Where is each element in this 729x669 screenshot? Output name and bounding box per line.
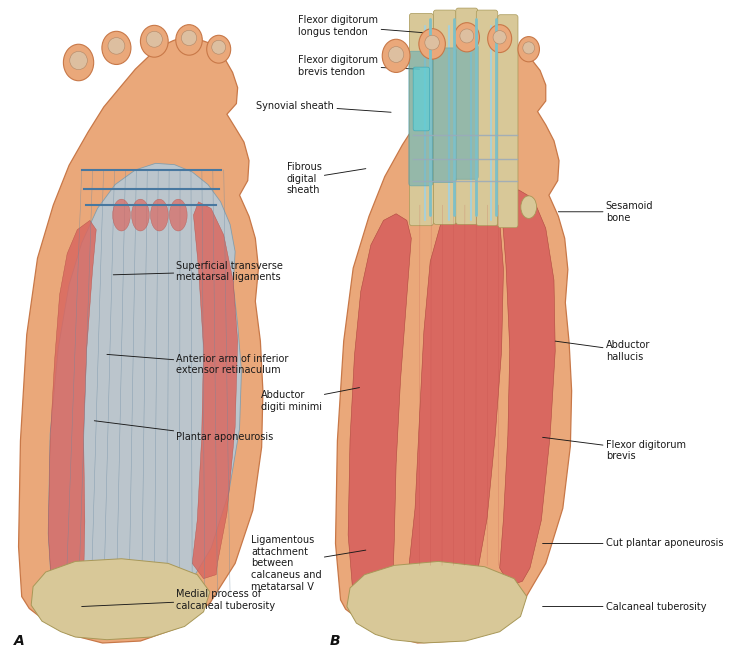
Polygon shape	[335, 46, 572, 643]
Text: Fibrous
digital
sheath: Fibrous digital sheath	[286, 162, 366, 195]
Text: Ligamentous
attachment
between
calcaneus and
metatarsal V: Ligamentous attachment between calcaneus…	[251, 535, 366, 591]
Polygon shape	[48, 220, 96, 603]
Polygon shape	[409, 199, 504, 592]
FancyBboxPatch shape	[432, 48, 456, 183]
Ellipse shape	[382, 39, 410, 72]
Ellipse shape	[493, 31, 506, 44]
Polygon shape	[48, 163, 241, 617]
Ellipse shape	[460, 29, 474, 43]
Text: Sesamoid
bone: Sesamoid bone	[558, 201, 653, 223]
Text: Anterior arm of inferior
extensor retinaculum: Anterior arm of inferior extensor retina…	[107, 353, 289, 375]
Ellipse shape	[521, 196, 537, 218]
Ellipse shape	[488, 25, 512, 53]
FancyBboxPatch shape	[433, 10, 456, 224]
Text: Flexor digitorum
brevis: Flexor digitorum brevis	[542, 438, 686, 462]
Ellipse shape	[518, 37, 539, 62]
Text: Cut plantar aponeurosis: Cut plantar aponeurosis	[542, 539, 723, 549]
Polygon shape	[348, 214, 411, 607]
Ellipse shape	[425, 35, 440, 50]
Ellipse shape	[150, 199, 168, 231]
FancyBboxPatch shape	[410, 13, 433, 225]
Text: Calcaneal tuberosity: Calcaneal tuberosity	[542, 601, 706, 611]
Text: Synovial sheath: Synovial sheath	[257, 100, 391, 112]
Ellipse shape	[102, 31, 131, 64]
Ellipse shape	[113, 199, 130, 231]
Ellipse shape	[523, 42, 534, 54]
Polygon shape	[499, 190, 555, 585]
FancyBboxPatch shape	[413, 67, 429, 131]
Text: Abductor
hallucis: Abductor hallucis	[555, 341, 650, 362]
Ellipse shape	[63, 44, 94, 81]
Ellipse shape	[419, 29, 445, 59]
Ellipse shape	[389, 47, 404, 62]
Polygon shape	[18, 37, 263, 643]
Text: Medial process of
calcaneal tuberosity: Medial process of calcaneal tuberosity	[82, 589, 276, 611]
Polygon shape	[31, 559, 210, 640]
FancyBboxPatch shape	[476, 10, 498, 225]
Text: Flexor digitorum
longus tendon: Flexor digitorum longus tendon	[298, 15, 423, 37]
Ellipse shape	[147, 31, 163, 47]
Ellipse shape	[176, 25, 202, 55]
Ellipse shape	[211, 40, 226, 54]
Ellipse shape	[169, 199, 187, 231]
Ellipse shape	[108, 37, 125, 54]
Text: Superficial transverse
metatarsal ligaments: Superficial transverse metatarsal ligame…	[113, 261, 284, 282]
Polygon shape	[192, 202, 238, 579]
Text: Plantar aponeurosis: Plantar aponeurosis	[94, 421, 273, 442]
Polygon shape	[347, 561, 527, 643]
Text: B: B	[330, 634, 340, 648]
FancyBboxPatch shape	[409, 52, 433, 186]
Ellipse shape	[454, 23, 480, 52]
Ellipse shape	[131, 199, 149, 231]
Ellipse shape	[141, 25, 168, 57]
Ellipse shape	[70, 52, 87, 70]
Text: Flexor digitorum
brevis tendon: Flexor digitorum brevis tendon	[298, 55, 419, 77]
FancyBboxPatch shape	[454, 45, 478, 179]
FancyBboxPatch shape	[498, 15, 518, 227]
Ellipse shape	[182, 30, 197, 45]
FancyBboxPatch shape	[456, 8, 478, 224]
Text: Abductor
digiti minimi: Abductor digiti minimi	[261, 387, 359, 411]
Ellipse shape	[207, 35, 230, 63]
Text: A: A	[14, 634, 25, 648]
